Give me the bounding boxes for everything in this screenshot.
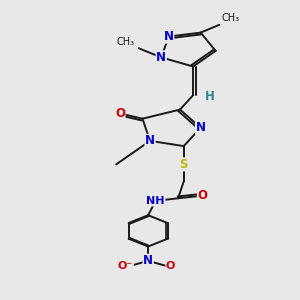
Text: N: N: [143, 254, 153, 267]
Text: N: N: [156, 51, 166, 64]
Text: N: N: [145, 134, 155, 147]
Text: O: O: [115, 107, 125, 120]
Text: H: H: [205, 90, 215, 103]
Text: O: O: [166, 261, 175, 271]
Text: N: N: [196, 121, 206, 134]
Text: S: S: [179, 158, 188, 171]
Text: O: O: [197, 189, 208, 202]
Text: N: N: [164, 30, 174, 43]
Text: O⁻: O⁻: [118, 261, 133, 271]
Text: CH₃: CH₃: [117, 37, 135, 47]
Text: CH₃: CH₃: [221, 14, 239, 23]
Text: NH: NH: [146, 196, 165, 206]
